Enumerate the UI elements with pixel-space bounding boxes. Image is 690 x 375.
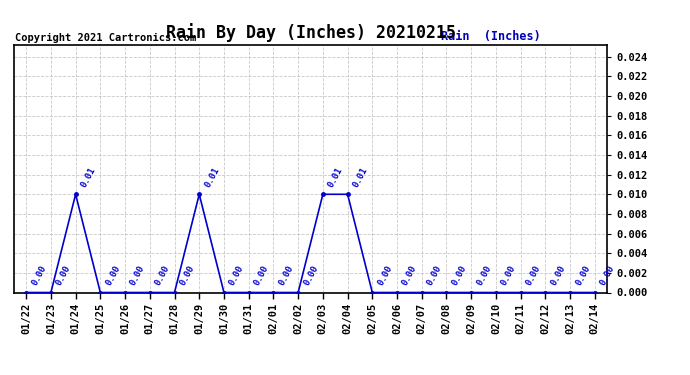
Text: 0.01: 0.01 xyxy=(203,166,221,189)
Text: 0.00: 0.00 xyxy=(426,264,444,287)
Text: 0.01: 0.01 xyxy=(79,166,97,189)
Text: 0.00: 0.00 xyxy=(104,264,122,287)
Text: 0.01: 0.01 xyxy=(351,166,369,189)
Text: 0.00: 0.00 xyxy=(549,264,567,287)
Text: 0.00: 0.00 xyxy=(129,264,147,287)
Text: 0.00: 0.00 xyxy=(450,264,469,287)
Text: 0.00: 0.00 xyxy=(153,264,172,287)
Text: 0.00: 0.00 xyxy=(253,264,270,287)
Text: 0.00: 0.00 xyxy=(30,264,48,287)
Text: 0.00: 0.00 xyxy=(524,264,542,287)
Text: 0.00: 0.00 xyxy=(500,264,518,287)
Text: 0.00: 0.00 xyxy=(228,264,246,287)
Title: Rain By Day (Inches) 20210215: Rain By Day (Inches) 20210215 xyxy=(166,23,455,42)
Text: 0.00: 0.00 xyxy=(475,264,493,287)
Text: 0.00: 0.00 xyxy=(302,264,320,287)
Text: 0.01: 0.01 xyxy=(326,166,344,189)
Text: 0.00: 0.00 xyxy=(55,264,72,287)
Text: 0.00: 0.00 xyxy=(401,264,419,287)
Text: Copyright 2021 Cartronics.com: Copyright 2021 Cartronics.com xyxy=(15,33,196,42)
Text: 0.00: 0.00 xyxy=(277,264,295,287)
Text: 0.00: 0.00 xyxy=(598,264,617,287)
Text: 0.00: 0.00 xyxy=(376,264,394,287)
Text: 0.00: 0.00 xyxy=(574,264,592,287)
Text: 0.00: 0.00 xyxy=(178,264,196,287)
Text: Rain  (Inches): Rain (Inches) xyxy=(441,30,541,42)
